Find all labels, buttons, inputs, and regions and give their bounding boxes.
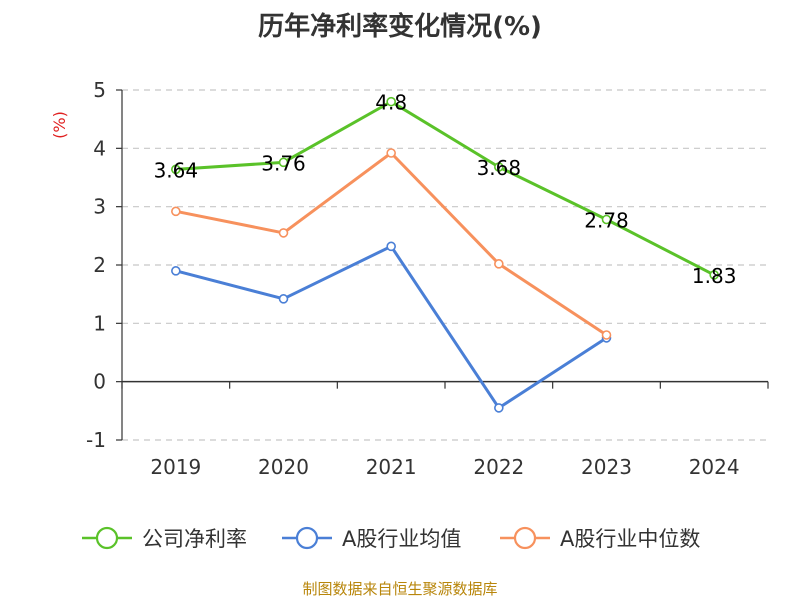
series-layer <box>171 96 719 413</box>
chart-title: 历年净利率变化情况(%) <box>258 12 542 42</box>
data-point <box>278 157 289 168</box>
data-point <box>171 206 181 217</box>
data-point <box>171 266 181 276</box>
data-label: 3.68 <box>477 156 522 180</box>
data-point <box>386 241 396 252</box>
data-point <box>278 228 289 238</box>
x-tick-label: 2022 <box>473 455 524 479</box>
y-tick-label: 1 <box>93 311 106 335</box>
data-point <box>494 403 504 413</box>
y-tick-label: 5 <box>93 78 106 102</box>
data-point <box>601 330 612 340</box>
y-tick-label: 4 <box>93 136 106 160</box>
data-label: 2.78 <box>584 209 629 233</box>
data-label: 4.8 <box>375 91 407 115</box>
series-line <box>175 244 608 410</box>
y-tick-label: 3 <box>93 195 106 219</box>
legend-label: 公司净利率 <box>142 527 247 551</box>
legend-marker <box>513 526 537 550</box>
x-tick-label: 2021 <box>366 455 417 479</box>
data-label: 3.76 <box>261 151 306 175</box>
legend-label: A股行业均值 <box>342 527 461 551</box>
x-tick-label: 2020 <box>258 455 309 479</box>
data-point <box>171 164 181 175</box>
data-point <box>494 162 504 172</box>
y-axis-label: (%) <box>50 111 69 139</box>
legend: 公司净利率 A股行业均值 A股行业中位数 <box>82 526 700 551</box>
y-tick-label: -1 <box>86 428 106 452</box>
x-tick-label: 2024 <box>689 455 740 479</box>
x-tick-label: 2019 <box>150 455 201 479</box>
data-point <box>709 270 719 280</box>
data-point <box>601 214 612 225</box>
data-label: 1.83 <box>692 264 737 288</box>
source-note: 制图数据来自恒生聚源数据库 <box>302 580 498 598</box>
data-point <box>386 148 396 158</box>
legend-marker <box>295 526 319 550</box>
series-line <box>175 100 715 277</box>
data-point <box>494 259 504 269</box>
y-tick-label: 2 <box>93 253 106 277</box>
data-label-layer: 3.64 3.76 4.8 3.68 2.78 1.83 <box>154 91 737 288</box>
legend-label: A股行业中位数 <box>560 527 700 551</box>
x-tick-label: 2023 <box>581 455 632 479</box>
data-point <box>278 294 289 304</box>
axis-layer: -1 0 1 2 3 4 5 (%) 2019 2020 2021 2022 2023 2024 <box>50 78 769 479</box>
legend-marker <box>95 526 119 550</box>
data-point <box>386 96 396 107</box>
y-tick-label: 0 <box>93 370 106 394</box>
data-label: 3.64 <box>154 158 199 182</box>
